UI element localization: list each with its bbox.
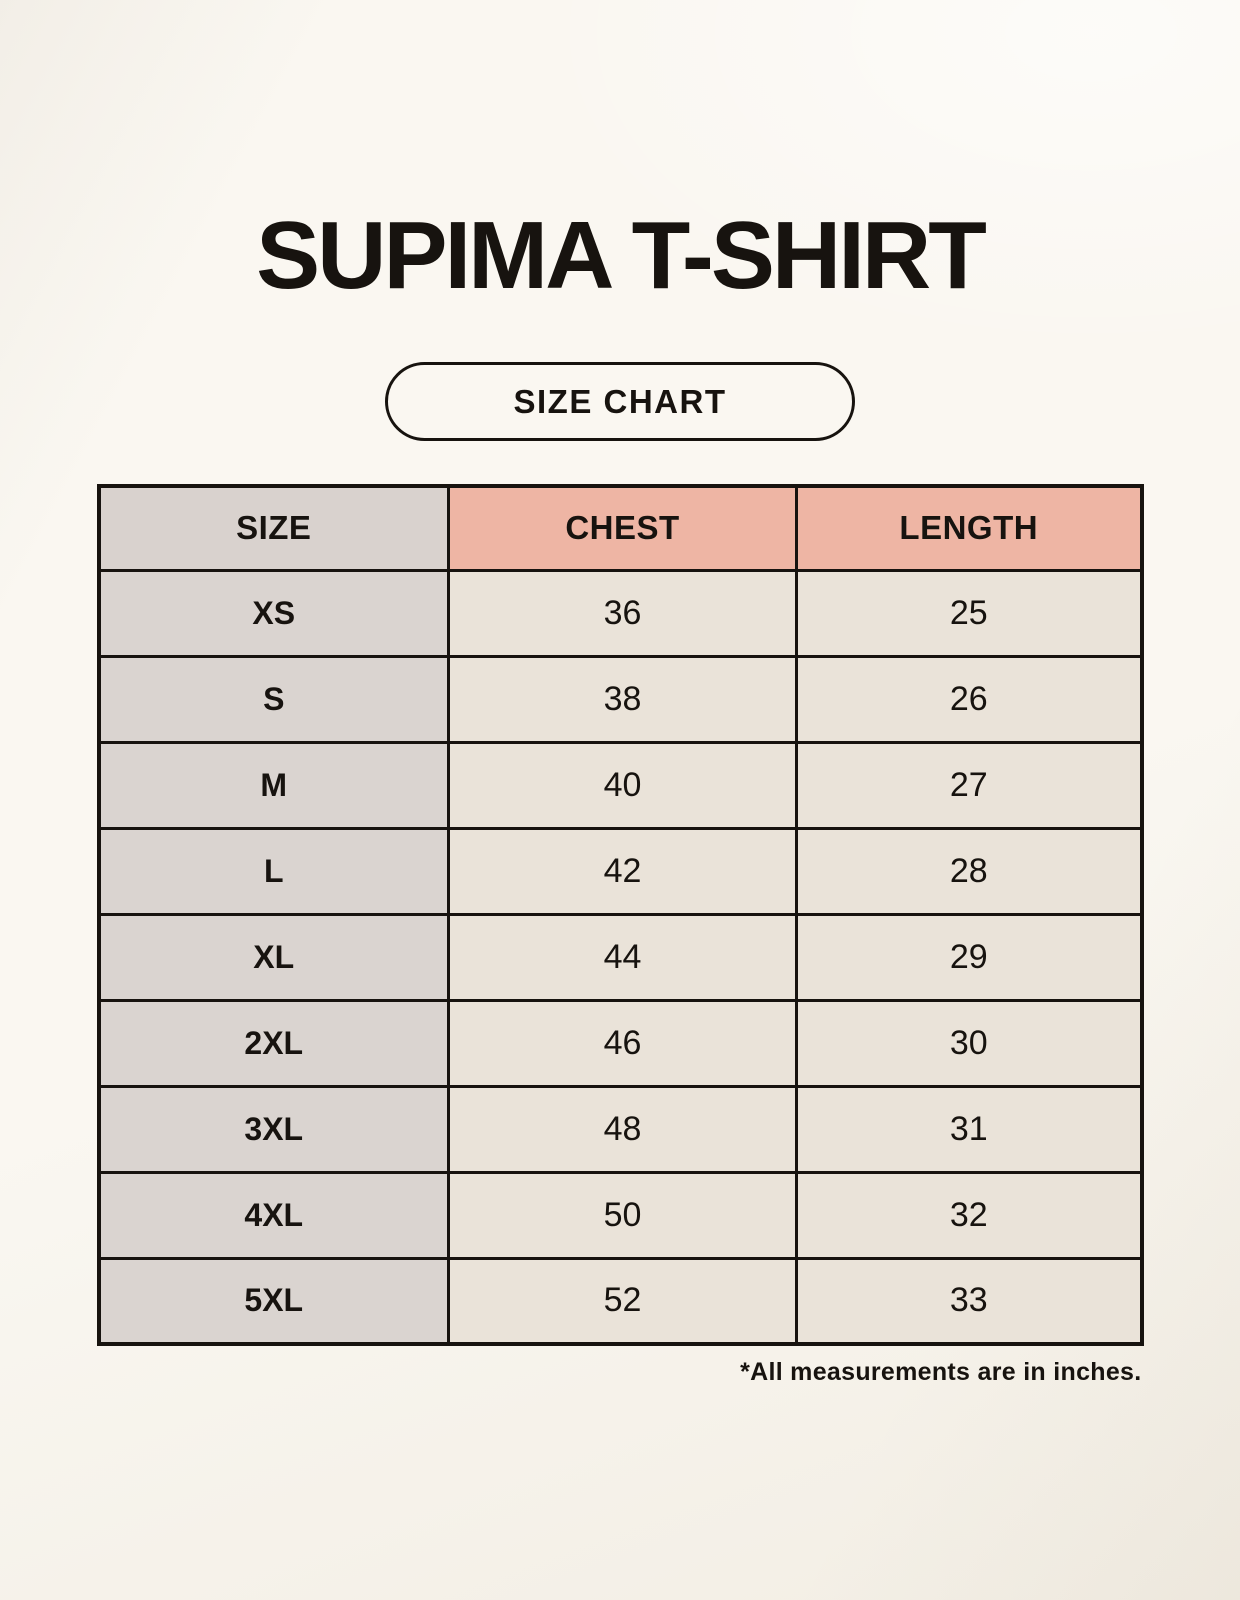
- cell-chest: 50: [447, 1170, 798, 1260]
- cell-length: 29: [795, 912, 1143, 1002]
- table-row: S 38 26: [97, 654, 1143, 744]
- cell-length: 33: [795, 1256, 1143, 1346]
- cell-chest: 42: [447, 826, 798, 916]
- size-table-body: XS 36 25 S 38 26 M 40 27 L 42 28 XL 44 29 2XL 46 30 3XL 48 3…: [97, 568, 1143, 1346]
- table-row: XL 44 29: [97, 912, 1143, 1002]
- cell-length: 31: [795, 1084, 1143, 1174]
- cell-size: 2XL: [97, 998, 450, 1088]
- measurements-footnote: *All measurements are in inches.: [740, 1358, 1142, 1386]
- cell-size: 4XL: [97, 1170, 450, 1260]
- cell-length: 28: [795, 826, 1143, 916]
- cell-chest: 40: [447, 740, 798, 830]
- cell-size: 5XL: [97, 1256, 450, 1346]
- cell-size: XS: [97, 568, 450, 658]
- size-table: SIZE CHEST LENGTH XS 36 25 S 38 26 M 40 27 L 42 28 X…: [96, 484, 1144, 1346]
- column-header-chest: CHEST: [447, 484, 798, 572]
- cell-chest: 44: [447, 912, 798, 1002]
- cell-size: M: [97, 740, 450, 830]
- cell-length: 25: [795, 568, 1143, 658]
- cell-length: 27: [795, 740, 1143, 830]
- cell-chest: 38: [447, 654, 798, 744]
- column-header-size: SIZE: [97, 484, 450, 572]
- table-row: 5XL 52 33: [97, 1256, 1143, 1346]
- table-row: M 40 27: [97, 740, 1143, 830]
- page-title: SUPIMA T-SHIRT: [256, 202, 987, 309]
- size-chart-button[interactable]: SIZE CHART: [385, 362, 855, 441]
- cell-chest: 46: [447, 998, 798, 1088]
- column-header-length: LENGTH: [795, 484, 1143, 572]
- cell-chest: 48: [447, 1084, 798, 1174]
- table-header-row: SIZE CHEST LENGTH: [97, 484, 1143, 572]
- cell-size: XL: [97, 912, 450, 1002]
- cell-size: 3XL: [97, 1084, 450, 1174]
- table-row: 4XL 50 32: [97, 1170, 1143, 1260]
- table-row: 3XL 48 31: [97, 1084, 1143, 1174]
- cell-size: L: [97, 826, 450, 916]
- cell-chest: 36: [447, 568, 798, 658]
- size-chart-button-label: SIZE CHART: [513, 382, 727, 420]
- table-row: 2XL 46 30: [97, 998, 1143, 1088]
- cell-length: 30: [795, 998, 1143, 1088]
- cell-size: S: [97, 654, 450, 744]
- table-row: L 42 28: [97, 826, 1143, 916]
- cell-chest: 52: [447, 1256, 798, 1346]
- cell-length: 26: [795, 654, 1143, 744]
- cell-length: 32: [795, 1170, 1143, 1260]
- table-row: XS 36 25: [97, 568, 1143, 658]
